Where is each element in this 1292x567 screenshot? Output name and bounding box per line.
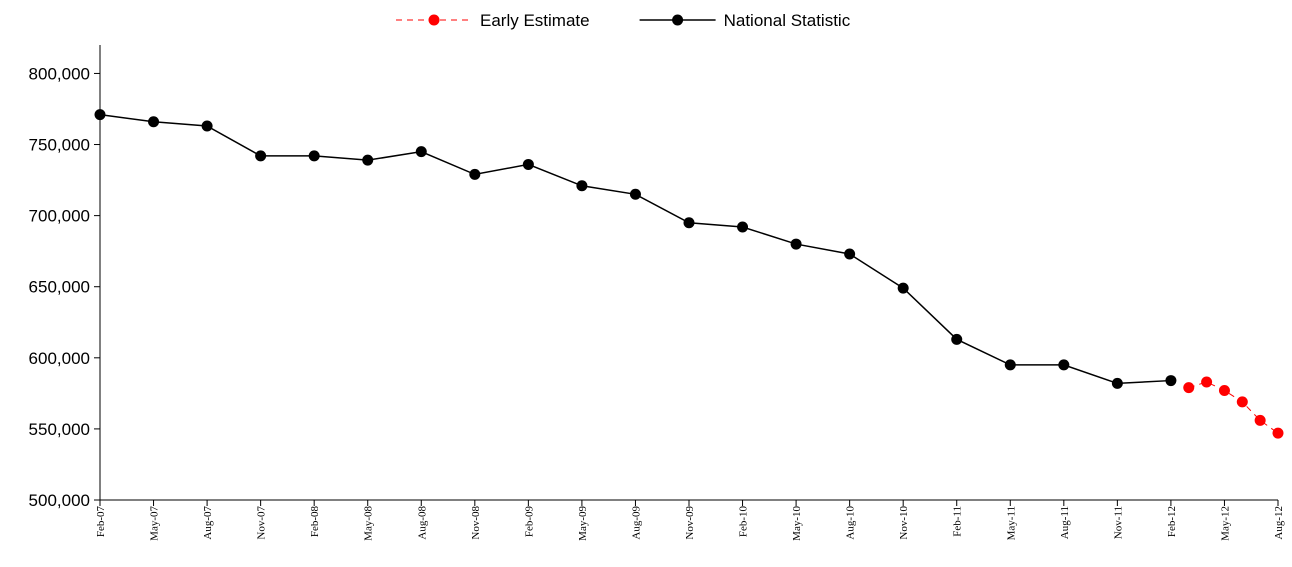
x-tick-label: Nov-11 bbox=[1112, 506, 1124, 539]
data-point bbox=[1254, 414, 1266, 426]
data-point bbox=[308, 150, 320, 162]
x-tick-label: Aug-09 bbox=[630, 506, 642, 540]
y-tick-label: 700,000 bbox=[29, 207, 90, 226]
legend-marker bbox=[428, 14, 440, 26]
data-point bbox=[522, 158, 534, 170]
x-tick-label: Nov-09 bbox=[684, 506, 696, 540]
legend-label: National Statistic bbox=[724, 11, 851, 30]
data-point bbox=[362, 154, 374, 166]
x-tick-label: Feb-10 bbox=[738, 506, 750, 538]
legend-item: National Statistic bbox=[639, 11, 851, 30]
data-point bbox=[629, 188, 641, 200]
x-tick-label: Aug-11 bbox=[1059, 506, 1071, 539]
data-point bbox=[737, 221, 749, 233]
x-tick-label: May-12 bbox=[1219, 506, 1231, 541]
data-point bbox=[683, 217, 695, 229]
data-point bbox=[1165, 375, 1177, 387]
legend-item: Early Estimate bbox=[396, 11, 590, 30]
data-point bbox=[201, 120, 213, 132]
x-tick-label: Feb-12 bbox=[1166, 506, 1178, 537]
x-tick-label: Aug-08 bbox=[416, 506, 428, 540]
data-point bbox=[415, 146, 427, 158]
data-point bbox=[951, 333, 963, 345]
data-point bbox=[1236, 396, 1248, 408]
data-point bbox=[897, 282, 909, 294]
legend-marker bbox=[672, 14, 684, 26]
y-tick-label: 500,000 bbox=[29, 491, 90, 510]
legend-label: Early Estimate bbox=[480, 11, 590, 30]
data-point bbox=[790, 238, 802, 250]
data-point bbox=[1058, 359, 1070, 371]
data-point bbox=[1183, 382, 1195, 394]
data-point bbox=[1004, 359, 1016, 371]
x-tick-label: May-07 bbox=[149, 506, 161, 541]
y-tick-label: 750,000 bbox=[29, 136, 90, 155]
x-tick-label: Nov-08 bbox=[470, 506, 482, 540]
data-point bbox=[469, 168, 481, 180]
data-point bbox=[1111, 377, 1123, 389]
y-tick-label: 800,000 bbox=[29, 64, 90, 83]
y-tick-label: 550,000 bbox=[29, 420, 90, 439]
x-tick-label: Aug-10 bbox=[845, 506, 857, 540]
x-tick-label: May-08 bbox=[363, 506, 375, 541]
data-point bbox=[844, 248, 856, 260]
data-point bbox=[1201, 376, 1213, 388]
x-tick-label: May-10 bbox=[791, 506, 803, 541]
x-tick-label: Aug-07 bbox=[202, 506, 214, 540]
x-tick-label: Aug-12 bbox=[1273, 506, 1285, 540]
data-point bbox=[148, 116, 160, 128]
x-tick-label: Feb-07 bbox=[95, 506, 107, 538]
x-tick-label: Feb-09 bbox=[523, 506, 535, 538]
x-tick-label: Nov-07 bbox=[256, 506, 268, 540]
data-point bbox=[94, 109, 106, 121]
y-tick-label: 650,000 bbox=[29, 278, 90, 297]
series-line bbox=[1188, 381, 1279, 434]
data-point bbox=[1272, 427, 1284, 439]
x-tick-label: May-11 bbox=[1005, 506, 1017, 540]
data-point bbox=[255, 150, 267, 162]
data-point bbox=[576, 180, 588, 192]
x-tick-label: Nov-10 bbox=[898, 506, 910, 540]
x-tick-label: Feb-08 bbox=[309, 506, 321, 538]
y-tick-label: 600,000 bbox=[29, 349, 90, 368]
x-tick-label: May-09 bbox=[577, 506, 589, 541]
x-tick-label: Feb-11 bbox=[952, 506, 964, 537]
data-point bbox=[1218, 385, 1230, 397]
